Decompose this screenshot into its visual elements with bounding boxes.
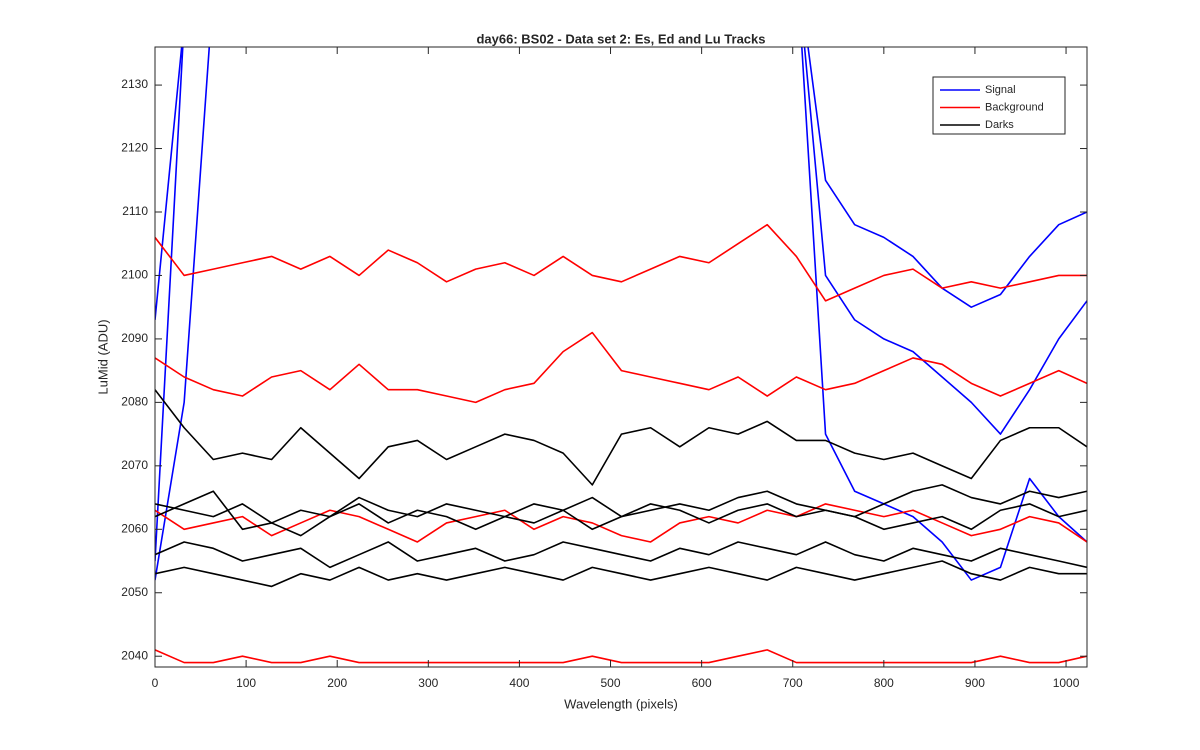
x-tick-label: 500: [601, 676, 621, 690]
legend: Signal Background Darks: [932, 76, 1066, 135]
y-tick-label: 2130: [121, 77, 148, 91]
y-tick-label: 2050: [121, 585, 148, 599]
x-tick-label: 100: [236, 676, 256, 690]
x-axis-label: Wavelength (pixels): [564, 696, 678, 711]
x-tick-label: 800: [874, 676, 894, 690]
y-tick-label: 2080: [121, 395, 148, 409]
y-tick-label: 2100: [121, 268, 148, 282]
y-tick-label: 2060: [121, 521, 148, 535]
series-line: [155, 541, 1087, 569]
series-line: [155, 490, 1087, 537]
legend-label: Signal: [985, 84, 1016, 96]
x-tick-label: 1000: [1053, 676, 1080, 690]
y-tick-label: 2120: [121, 141, 148, 155]
chart-title: day66: BS02 - Data set 2: Es, Ed and Lu …: [476, 31, 765, 46]
series-line: [155, 389, 1087, 486]
x-tick-label: 300: [418, 676, 438, 690]
y-tick-label: 2110: [122, 204, 148, 218]
plot-lines: [155, 47, 1087, 664]
series-line: [155, 560, 1087, 588]
y-axis-label: LuMid (ADU): [95, 319, 110, 394]
series-line: [155, 223, 1087, 302]
y-tick-label: 2040: [121, 648, 148, 662]
legend-label: Background: [985, 101, 1044, 113]
x-tick-label: 900: [965, 676, 985, 690]
x-tick-label: 400: [509, 676, 529, 690]
x-tick-label: 200: [327, 676, 347, 690]
series-line: [155, 331, 1087, 404]
series-line: [155, 47, 1087, 562]
x-tick-label: 700: [783, 676, 803, 690]
series-line: [155, 649, 1087, 664]
y-tick-label: 2090: [121, 331, 148, 345]
x-tick-label: 600: [692, 676, 712, 690]
x-tick-label: 0: [152, 676, 159, 690]
series-line: [155, 47, 1087, 581]
y-tick-label: 2070: [121, 458, 148, 472]
legend-label: Darks: [985, 119, 1014, 131]
axes-box: [154, 46, 1088, 668]
